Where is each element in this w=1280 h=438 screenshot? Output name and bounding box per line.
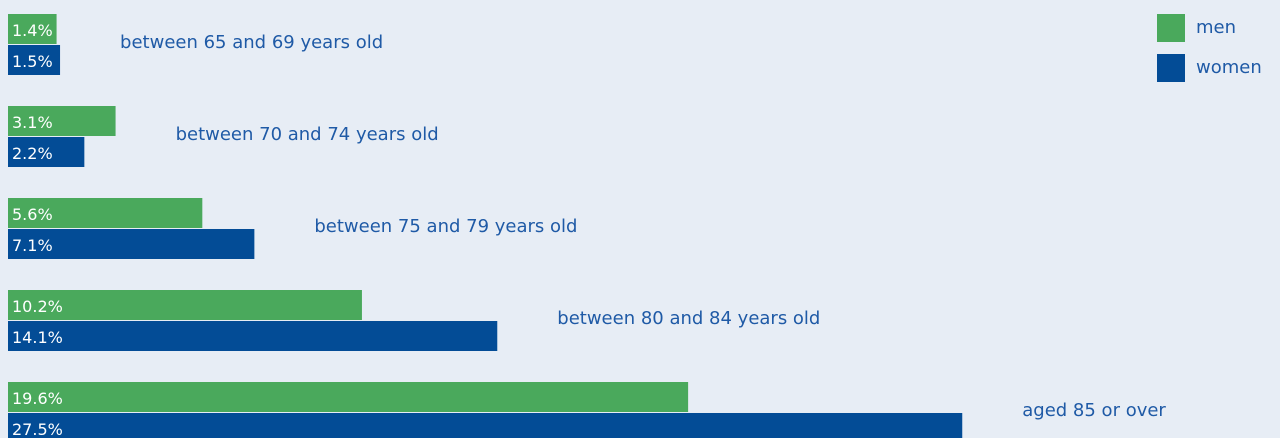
category-label-4: aged 85 or over (1022, 400, 1166, 421)
bars-layer: 1.4% 1.5% between 65 and 69 years old 3.1% 2… (8, 14, 1166, 438)
legend-swatch-women (1157, 54, 1185, 82)
value-label-women-2: 7.1% (12, 236, 53, 255)
value-label-men-4: 19.6% (12, 389, 63, 408)
bar-women-1 (8, 137, 85, 167)
legend: men women (1157, 14, 1262, 82)
bar-women-4 (8, 413, 963, 438)
bar-men-1 (8, 106, 116, 136)
category-label-2: between 75 and 79 years old (314, 216, 577, 237)
category-label-0: between 65 and 69 years old (120, 32, 383, 53)
value-label-men-0: 1.4% (12, 21, 53, 40)
bar-women-2 (8, 229, 255, 259)
value-label-women-0: 1.5% (12, 52, 53, 71)
legend-swatch-men (1157, 14, 1185, 42)
value-label-women-3: 14.1% (12, 328, 63, 347)
value-label-women-1: 2.2% (12, 144, 53, 163)
legend-label-women: women (1196, 57, 1262, 78)
bar-men-0 (8, 14, 57, 44)
bar-men-2 (8, 198, 203, 228)
value-label-women-4: 27.5% (12, 420, 63, 438)
value-label-men-3: 10.2% (12, 297, 63, 316)
bar-women-3 (8, 321, 498, 351)
bar-men-4 (8, 382, 689, 412)
category-label-1: between 70 and 74 years old (176, 124, 439, 145)
bar-women-0 (8, 45, 61, 75)
category-label-3: between 80 and 84 years old (557, 308, 820, 329)
legend-label-men: men (1196, 17, 1236, 38)
value-label-men-2: 5.6% (12, 205, 53, 224)
bar-men-3 (8, 290, 362, 320)
value-label-men-1: 3.1% (12, 113, 53, 132)
